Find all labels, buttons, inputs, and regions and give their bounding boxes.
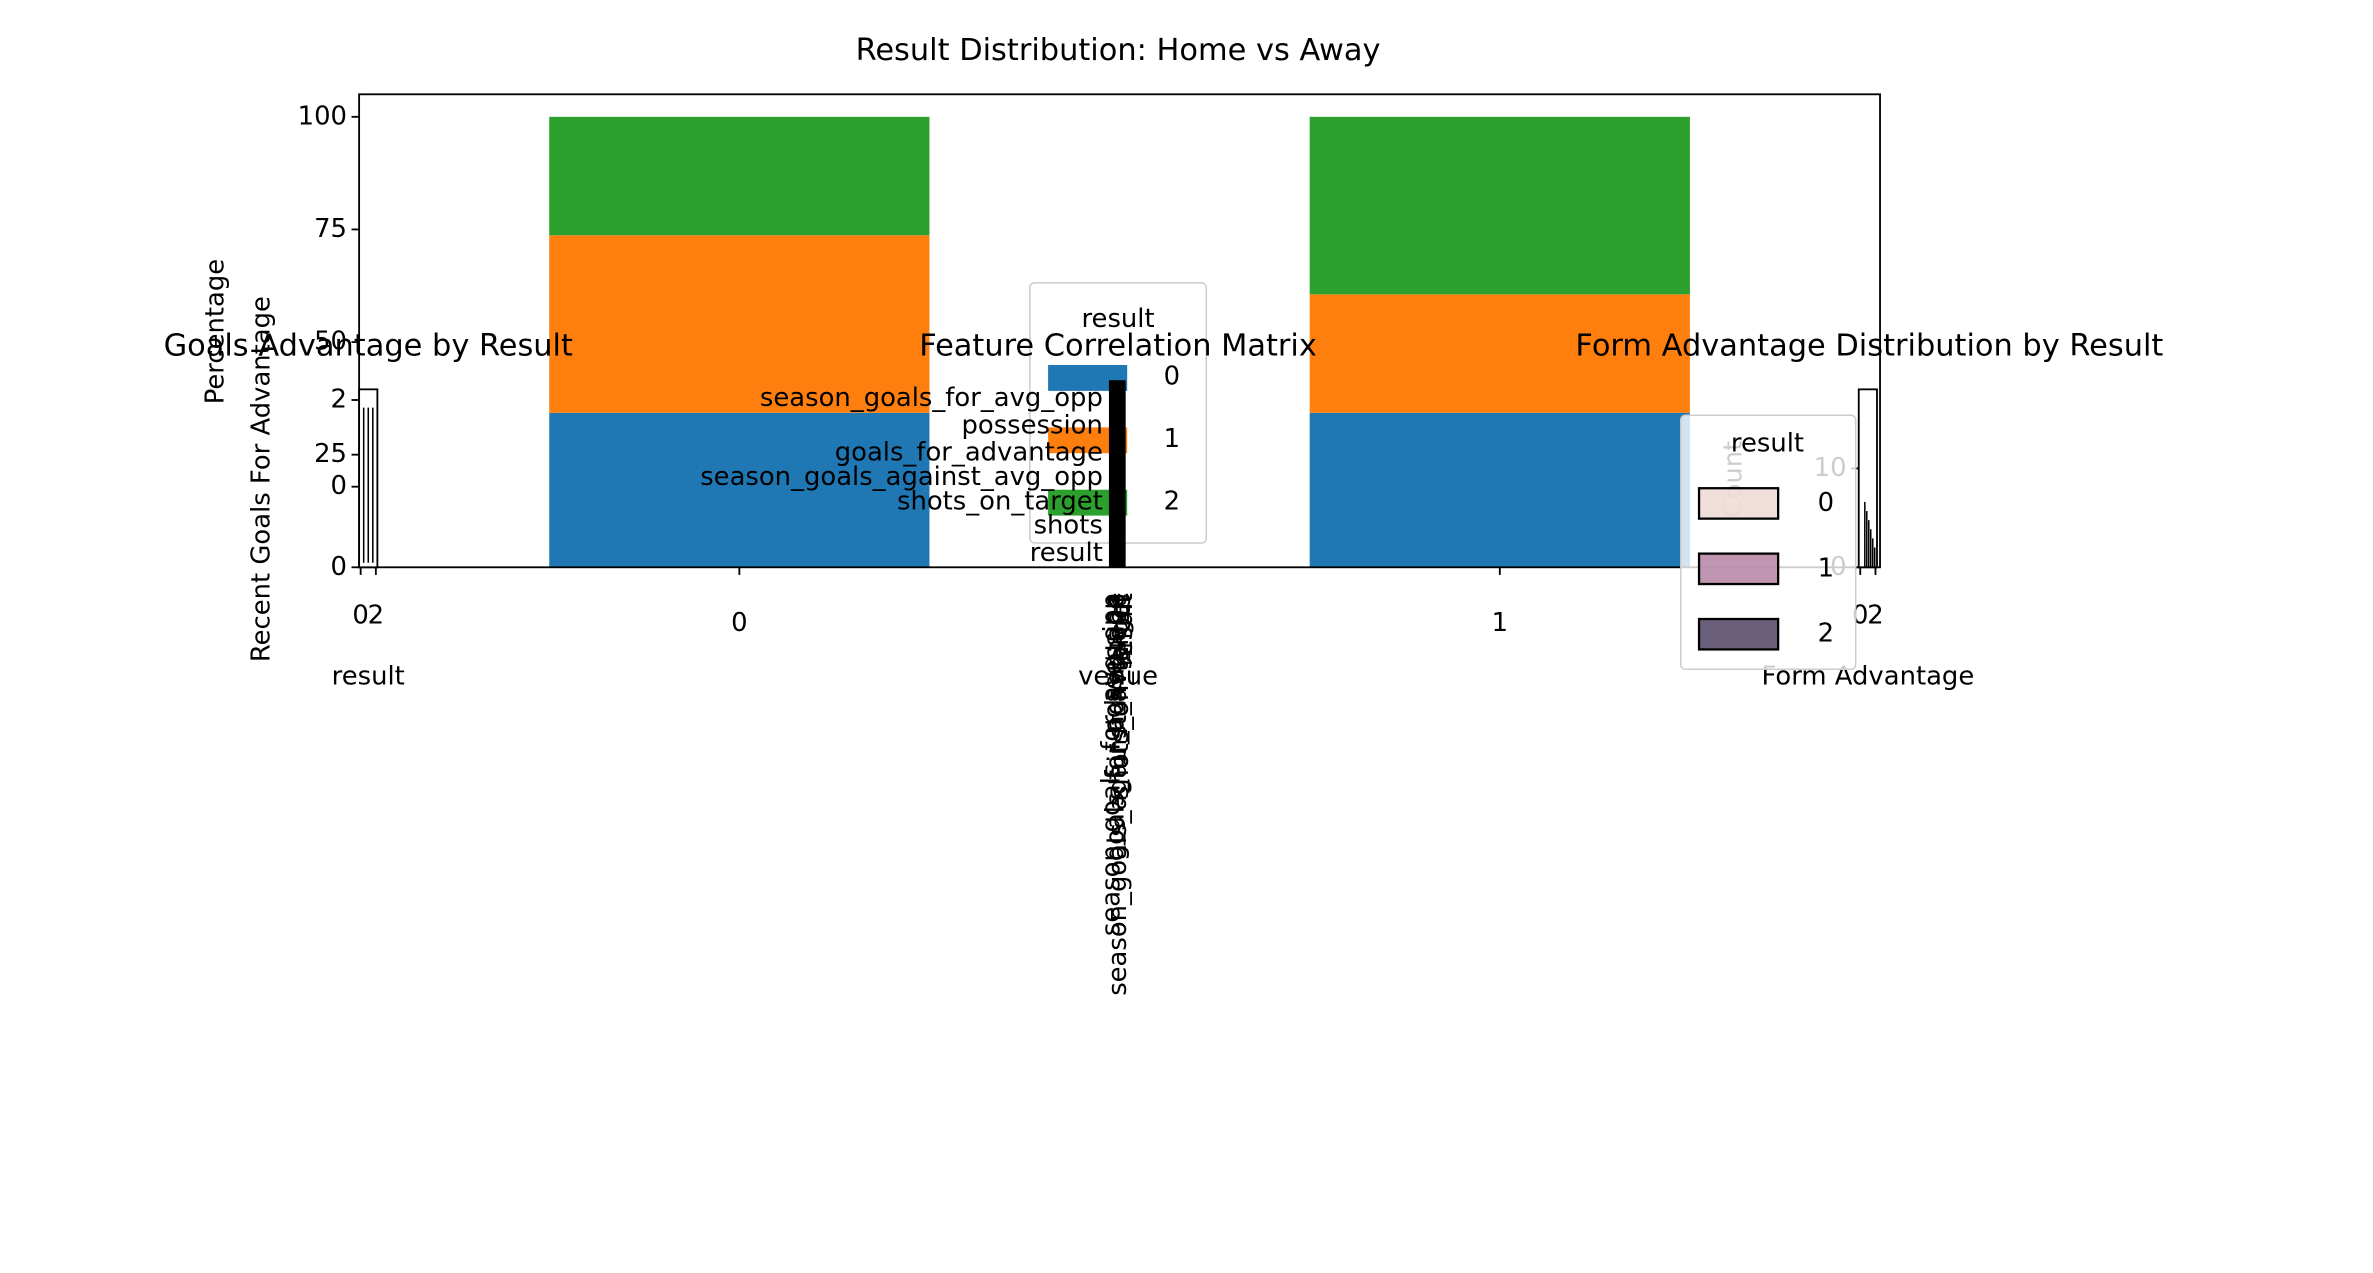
bar-segment [1309,116,1690,295]
y-axis-label: Recent Goals For Advantage [246,296,276,662]
axes-frame [1857,388,1878,569]
bar-segment [549,235,930,413]
y-tick-label: 0 [331,552,347,582]
legend-label: 1 [1164,424,1180,454]
chart-title: Goals Advantage by Result [164,328,573,363]
legend-label: 2 [1164,486,1180,516]
legend-title: result [1731,429,1804,459]
chart-title: Form Advantage Distribution by Result [1575,328,2163,363]
heatmap-strip [1108,380,1126,568]
x-axis-label: venue [1078,661,1158,691]
x-tick-label: shots_on_target [1105,593,1135,799]
y-tick-label: possession [961,410,1102,440]
legend-label: 2 [1818,619,1834,649]
x-tick-label: 0 [731,608,747,638]
x-tick-label: 1 [1492,608,1508,638]
chart-title: Feature Correlation Matrix [919,328,1317,363]
y-tick-label: 100 [298,101,347,131]
legend-swatch [1697,617,1780,651]
y-tick-label: season_goals_against_avg_opp [700,462,1103,492]
bar-segment [549,412,930,568]
legend-swatch [1697,487,1780,520]
y-tick-label: shots [1034,511,1103,541]
x-tick-label: season_goals_against_avg_opp [1103,593,1133,996]
x-tick-label: result [1109,593,1139,666]
bar-segment [1309,412,1690,568]
y-tick-label: 50 [314,327,347,357]
y-tick-label: 25 [314,439,347,469]
bar-segment [549,116,930,236]
legend-label: 1 [1818,553,1834,583]
x-tick-label: possession [1099,593,1129,734]
x-tick-label: 2 [1867,600,1883,630]
chart-title: Result Distribution: Home vs Away [856,33,1381,68]
y-tick-label: 0 [331,471,347,501]
y-axis-label: Percentage [201,259,231,404]
legend-title: result [1081,304,1154,334]
x-tick-label: shots [1107,593,1137,662]
x-axis-label: result [332,661,405,691]
y-tick-label: 2 [331,384,347,414]
y-tick-label: result [1030,538,1103,568]
y-tick-label: 75 [314,214,347,244]
y-tick-label: goals_for_advantage [835,438,1103,468]
x-tick-label: 0 [352,600,368,630]
legend-swatch [1697,552,1780,586]
y-tick-label: season_goals_for_avg_opp [760,383,1103,413]
legend-label: 0 [1818,488,1834,518]
x-tick-label: goals_for_advantage [1101,593,1131,861]
legend-box [1680,414,1857,670]
x-tick-label: 2 [368,600,384,630]
x-tick-label: season_goals_for_avg_opp [1096,593,1126,936]
bar-segment [1309,294,1690,413]
legend-label: 0 [1164,362,1180,392]
y-tick-label: shots_on_target [897,486,1103,516]
